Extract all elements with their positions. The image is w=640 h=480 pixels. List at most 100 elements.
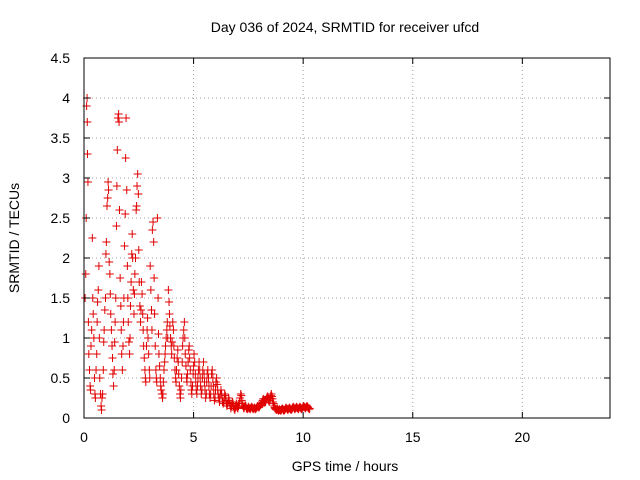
data-point bbox=[160, 358, 169, 366]
data-point bbox=[87, 326, 96, 334]
data-point bbox=[121, 210, 130, 218]
x-tick-label: 10 bbox=[295, 429, 311, 445]
data-point bbox=[124, 318, 133, 326]
data-points bbox=[81, 94, 314, 415]
data-point bbox=[190, 350, 199, 358]
data-point bbox=[113, 114, 122, 122]
data-point bbox=[104, 178, 113, 186]
data-point bbox=[266, 391, 275, 400]
data-point bbox=[140, 354, 149, 362]
data-point bbox=[146, 286, 155, 294]
data-point bbox=[150, 310, 159, 318]
data-point bbox=[305, 404, 314, 413]
data-point bbox=[133, 182, 142, 190]
data-point bbox=[92, 350, 101, 358]
data-point bbox=[127, 250, 136, 258]
data-point bbox=[151, 342, 160, 350]
data-point bbox=[81, 270, 90, 278]
data-point bbox=[83, 150, 92, 158]
data-point bbox=[176, 394, 185, 402]
data-point bbox=[115, 206, 124, 214]
data-point bbox=[135, 302, 144, 310]
data-point bbox=[114, 110, 123, 118]
data-point bbox=[122, 114, 131, 122]
data-point bbox=[159, 378, 168, 386]
data-point bbox=[94, 286, 103, 294]
data-point bbox=[112, 222, 121, 230]
y-tick-label: 4.5 bbox=[51, 50, 71, 66]
data-point bbox=[143, 314, 152, 322]
data-point bbox=[129, 286, 138, 294]
data-point bbox=[98, 390, 107, 398]
data-point bbox=[256, 401, 265, 410]
y-tick-label: 0.5 bbox=[51, 370, 71, 386]
data-point bbox=[200, 386, 209, 394]
y-tick-label: 1 bbox=[62, 330, 70, 346]
data-point bbox=[121, 154, 130, 162]
x-tick-label: 5 bbox=[190, 429, 198, 445]
data-point bbox=[89, 310, 98, 318]
data-point bbox=[196, 382, 205, 390]
data-point bbox=[175, 382, 184, 390]
chart-title: Day 036 of 2024, SRMTID for receiver ufc… bbox=[211, 19, 479, 35]
data-point bbox=[116, 302, 125, 310]
axis-ticks bbox=[83, 57, 610, 419]
data-point bbox=[172, 378, 181, 386]
data-point bbox=[100, 326, 109, 334]
data-point bbox=[126, 302, 135, 310]
data-point bbox=[236, 390, 245, 398]
data-point bbox=[122, 186, 131, 194]
data-point bbox=[101, 294, 110, 302]
data-point bbox=[138, 290, 147, 298]
y-tick-label: 0 bbox=[62, 410, 70, 426]
data-point bbox=[176, 386, 185, 394]
data-point bbox=[119, 342, 128, 350]
data-point bbox=[220, 390, 229, 398]
data-point bbox=[137, 278, 146, 286]
data-point bbox=[144, 350, 153, 358]
x-tick-label: 0 bbox=[80, 429, 88, 445]
data-point bbox=[136, 306, 145, 314]
data-point bbox=[154, 294, 163, 302]
y-tick-labels: 0 0.5 1 1.5 2 2.5 3 3.5 4 4.5 bbox=[51, 50, 71, 426]
data-point bbox=[113, 146, 122, 154]
data-point bbox=[130, 290, 139, 298]
data-point bbox=[131, 254, 140, 262]
data-point bbox=[99, 366, 108, 374]
data-point bbox=[84, 350, 93, 358]
data-point bbox=[97, 406, 106, 414]
data-point bbox=[157, 386, 166, 394]
data-point bbox=[101, 250, 110, 258]
data-point bbox=[117, 326, 126, 334]
data-point bbox=[110, 366, 119, 374]
data-point bbox=[158, 390, 167, 398]
data-point bbox=[102, 238, 111, 246]
data-point bbox=[153, 214, 162, 222]
data-point bbox=[117, 350, 126, 358]
data-point bbox=[165, 310, 174, 318]
data-point bbox=[268, 398, 277, 406]
data-point bbox=[123, 294, 132, 302]
data-point bbox=[95, 334, 104, 342]
data-point bbox=[146, 262, 155, 270]
data-point bbox=[212, 374, 221, 382]
data-point bbox=[112, 182, 121, 190]
data-point bbox=[185, 354, 194, 362]
data-point bbox=[149, 238, 158, 246]
data-point bbox=[95, 374, 104, 382]
data-point bbox=[129, 310, 138, 318]
data-point bbox=[123, 262, 132, 270]
data-point bbox=[149, 218, 158, 226]
data-point bbox=[88, 294, 97, 302]
data-point bbox=[127, 278, 136, 286]
data-point bbox=[108, 370, 117, 378]
data-point bbox=[185, 342, 194, 350]
y-tick-label: 3 bbox=[62, 170, 70, 186]
data-point bbox=[83, 118, 92, 126]
data-point bbox=[106, 310, 115, 318]
y-axis-label: SRMTID / TECUs bbox=[6, 183, 22, 293]
data-point bbox=[97, 394, 106, 402]
data-point bbox=[138, 310, 147, 318]
data-point bbox=[164, 286, 173, 294]
